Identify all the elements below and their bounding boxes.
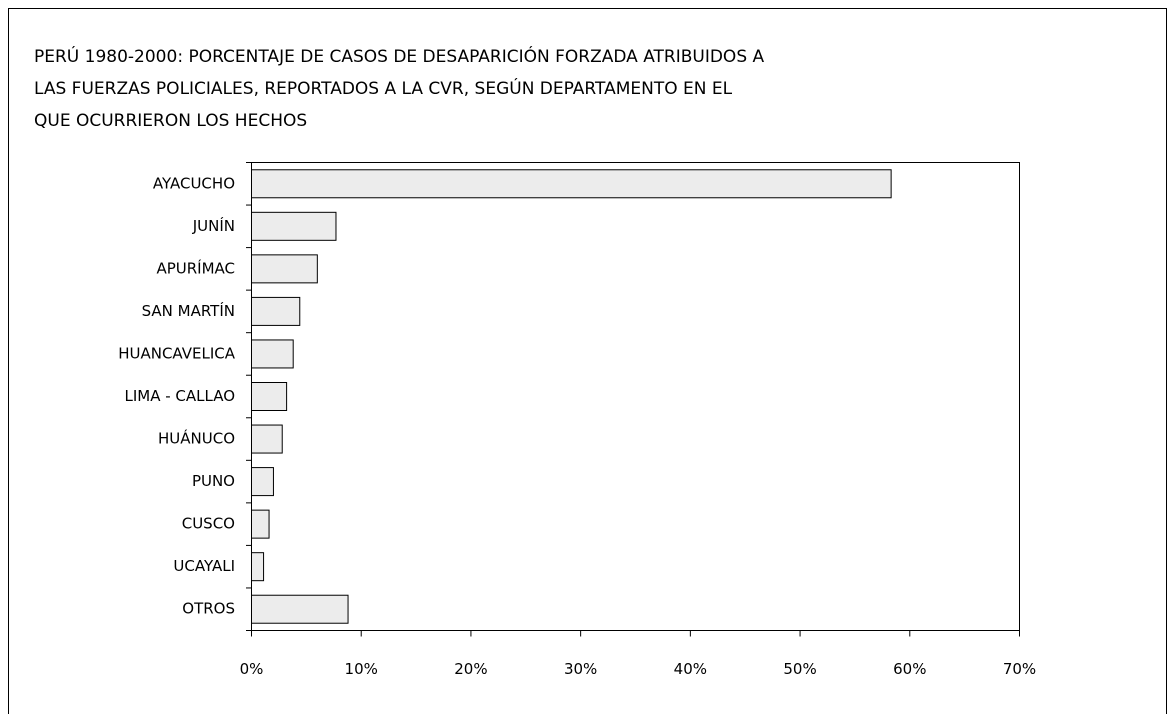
y-tick-label: HUANCAVELICA — [118, 344, 236, 362]
bar — [251, 296, 301, 326]
bar — [251, 594, 349, 624]
bar — [251, 509, 270, 539]
x-tick-label: 60% — [893, 660, 926, 678]
bar — [251, 211, 337, 241]
y-tick-label: AYACUCHO — [153, 174, 235, 192]
y-tick-label: OTROS — [182, 600, 235, 618]
bar — [251, 169, 892, 199]
x-tick-label: 10% — [345, 660, 378, 678]
x-tick-label: 50% — [783, 660, 816, 678]
y-tick-label: LIMA - CALLAO — [124, 387, 235, 405]
chart-title: PERÚ 1980-2000: PORCENTAJE DE CASOS DE D… — [34, 45, 765, 67]
plot-area — [251, 162, 1020, 631]
chart-title: LAS FUERZAS POLICIALES, REPORTADOS A LA … — [34, 77, 733, 99]
y-tick-label: JUNÍN — [192, 216, 235, 235]
bar — [251, 552, 265, 582]
y-tick-label: APURÍMAC — [156, 258, 235, 277]
bar — [251, 467, 274, 497]
y-tick-label: CUSCO — [182, 515, 235, 533]
bar — [251, 254, 318, 284]
y-tick-label: PUNO — [192, 472, 235, 490]
y-tick-label: UCAYALI — [173, 557, 235, 575]
bar — [251, 339, 294, 369]
y-tick-label: SAN MARTÍN — [142, 301, 235, 320]
x-tick-label: 40% — [674, 660, 707, 678]
x-tick-label: 0% — [240, 660, 264, 678]
bar — [251, 424, 283, 454]
bar — [251, 382, 288, 411]
x-tick-label: 70% — [1003, 660, 1036, 678]
x-tick-label: 30% — [564, 660, 597, 678]
chart-title: QUE OCURRIERON LOS HECHOS — [34, 111, 307, 131]
x-tick-label: 20% — [454, 660, 487, 678]
y-tick-label: HUÁNUCO — [158, 429, 235, 448]
